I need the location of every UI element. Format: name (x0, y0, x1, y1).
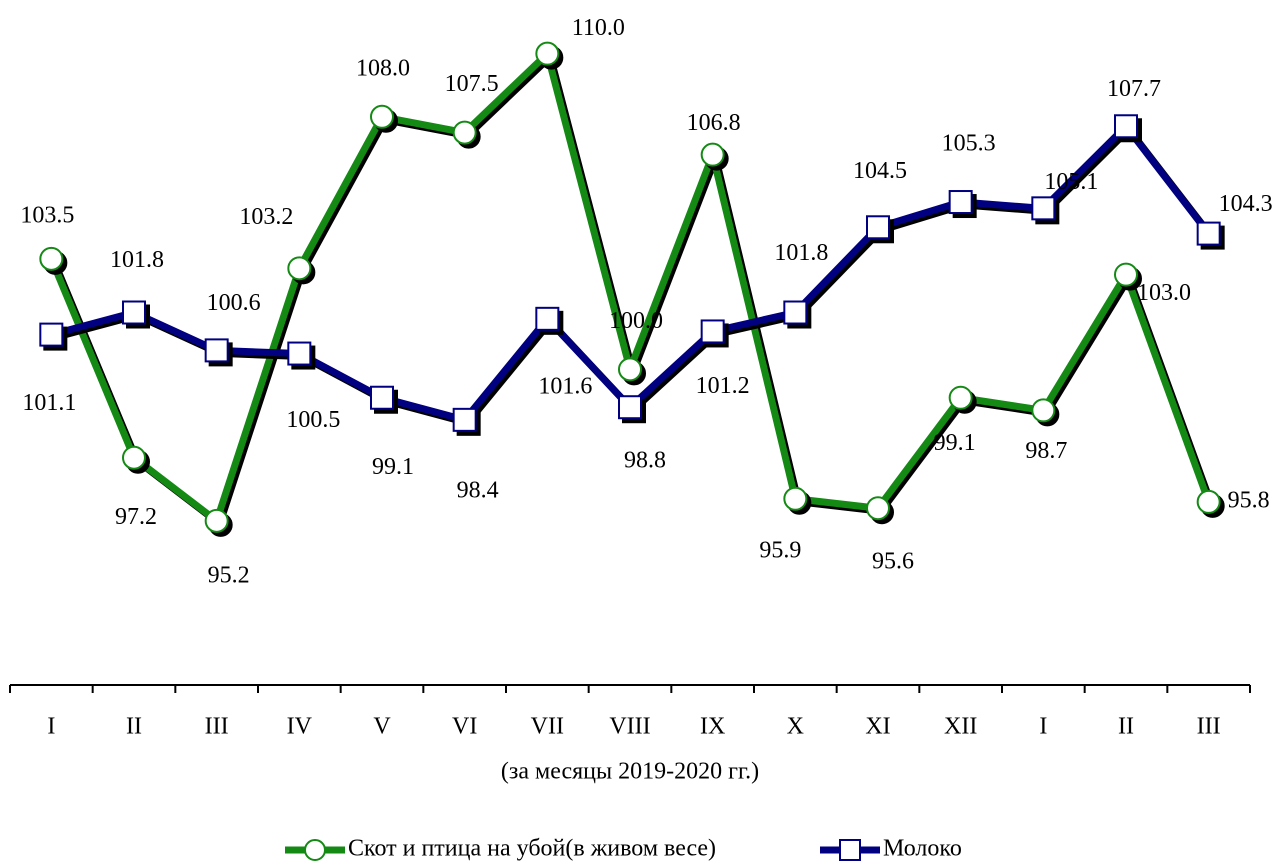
marker (1031, 398, 1056, 423)
marker (452, 120, 477, 145)
marker (618, 357, 642, 382)
data-label: 105.1 (1044, 169, 1098, 195)
marker (866, 496, 890, 521)
data-label: 103.5 (20, 202, 74, 228)
marker (1114, 262, 1138, 287)
data-label: 99.1 (934, 430, 976, 456)
legend-label: Скот и птица на убой(в живом весе) (348, 836, 716, 862)
x-tick-label: III (1197, 714, 1221, 740)
data-label: 98.4 (457, 477, 499, 503)
marker (122, 300, 146, 325)
data-label: 95.9 (759, 537, 801, 563)
data-label: 105.3 (942, 131, 996, 157)
x-tick-label: V (373, 714, 391, 740)
marker (535, 306, 560, 331)
data-label: 104.5 (853, 158, 907, 184)
marker (1031, 196, 1056, 221)
marker (618, 395, 642, 420)
data-label: 95.6 (872, 549, 914, 575)
marker (39, 246, 64, 271)
data-label: 101.6 (538, 373, 592, 399)
x-tick-label: IV (287, 714, 313, 740)
data-label: 99.1 (372, 454, 414, 480)
marker (866, 215, 890, 240)
marker (204, 508, 229, 533)
data-label: 100.6 (207, 290, 261, 316)
marker (287, 256, 312, 281)
marker (1196, 489, 1221, 514)
x-tick-label: II (1118, 714, 1134, 740)
series (39, 41, 1225, 537)
x-tick-label: X (787, 714, 804, 740)
marker (783, 300, 808, 325)
marker (287, 341, 312, 366)
data-label: 108.0 (356, 55, 410, 81)
data-label: 100.5 (286, 407, 340, 433)
marker (370, 385, 394, 410)
marker (370, 104, 394, 129)
legend-marker (839, 839, 861, 861)
data-label: 110.0 (572, 15, 625, 41)
marker (948, 385, 973, 410)
marker (1196, 221, 1221, 246)
data-label: 95.8 (1228, 487, 1270, 513)
marker (122, 445, 146, 470)
x-tick-label: I (1039, 714, 1047, 740)
data-label: 98.7 (1025, 438, 1067, 464)
legend-marker (304, 839, 326, 861)
data-label: 100.0 (609, 308, 663, 334)
data-label: 106.8 (687, 110, 741, 136)
marker (452, 407, 477, 432)
x-tick-label: IX (700, 714, 725, 740)
series (39, 114, 1225, 436)
x-tick-label: XII (944, 714, 977, 740)
x-axis-label: (за месяцы 2019-2020 гг.) (501, 759, 759, 785)
data-label: 107.5 (445, 71, 499, 97)
data-label: 101.8 (774, 240, 828, 266)
data-label: 97.2 (115, 504, 157, 530)
x-tick-label: VIII (609, 714, 650, 740)
data-label: 104.3 (1219, 191, 1273, 217)
data-label: 103.0 (1137, 280, 1191, 306)
data-label: 101.8 (110, 247, 164, 273)
x-tick-label: I (47, 714, 55, 740)
x-tick-label: III (205, 714, 229, 740)
data-label: 101.1 (22, 390, 76, 416)
legend-label: Молоко (883, 836, 962, 862)
marker (535, 41, 560, 66)
data-label: 98.8 (624, 448, 666, 474)
marker (204, 338, 229, 363)
x-tick-label: VI (452, 714, 477, 740)
x-tick-label: II (126, 714, 142, 740)
marker (700, 142, 725, 167)
marker (783, 486, 808, 511)
marker (1114, 114, 1138, 139)
marker (700, 319, 725, 344)
data-label: 107.7 (1107, 76, 1161, 102)
marker (39, 322, 64, 347)
data-label: 103.2 (239, 204, 293, 230)
data-label: 95.2 (208, 562, 250, 588)
x-tick-label: VII (531, 714, 564, 740)
x-tick-label: XI (865, 714, 890, 740)
marker (948, 190, 973, 215)
data-label: 101.2 (696, 373, 750, 399)
